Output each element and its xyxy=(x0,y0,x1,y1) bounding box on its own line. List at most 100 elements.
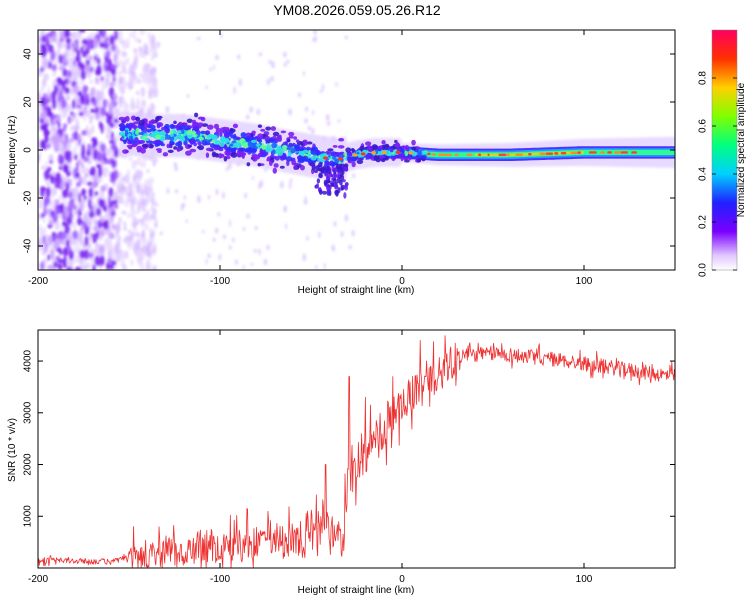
spectrogram-band-blob xyxy=(212,135,218,141)
spectrogram-faint-dot xyxy=(283,206,285,213)
spectrogram-faint-dot xyxy=(121,201,124,204)
spectrogram-faint-dot xyxy=(315,265,317,269)
y-tick-label: -40 xyxy=(23,238,34,253)
spectrogram-scatter-blob xyxy=(67,191,72,198)
spectrogram-band-blob xyxy=(196,139,200,142)
spectrogram-scatter-blob xyxy=(43,235,46,244)
spectrogram-band-blob xyxy=(380,155,384,158)
spectrogram-faint-dot xyxy=(215,228,219,234)
spectrogram-haze-speck xyxy=(154,222,157,229)
spectrogram-faint-dot xyxy=(244,193,247,199)
spectrogram-scatter-blob xyxy=(102,43,105,48)
spectrogram-scatter-blob xyxy=(60,231,66,239)
spectrogram-band-blob xyxy=(159,132,164,136)
spectrogram-band-blob xyxy=(138,132,143,135)
spectrogram-band-blob xyxy=(293,165,297,170)
spectrogram-tail-blob xyxy=(318,173,323,178)
spectrogram-faint-dot xyxy=(254,226,257,230)
spectrogram-faint-dot xyxy=(215,55,219,60)
spectrogram-faint-dot xyxy=(155,158,157,163)
spectrogram-peak-mark xyxy=(432,153,436,155)
spectrogram-haze-speck xyxy=(100,91,104,100)
spectrogram-band-blob xyxy=(333,152,339,157)
spectrogram-band-blob xyxy=(206,148,212,152)
chart-title: YM08.2026.059.05.26.R12 xyxy=(273,2,441,18)
spectrogram-faint-dot xyxy=(280,181,284,188)
spectrogram-faint-dot xyxy=(243,227,246,231)
spectrogram-tail-blob xyxy=(318,162,323,167)
spectrogram-haze-speck xyxy=(42,80,46,87)
spectrogram-tail-blob xyxy=(337,172,340,178)
spectrogram-scatter-blob xyxy=(114,204,118,209)
spectrogram-band-blob xyxy=(123,139,127,144)
spectrogram-band-blob xyxy=(120,128,125,131)
spectrogram-band-blob xyxy=(262,151,268,155)
spectrogram-band-blob xyxy=(163,152,168,156)
spectrogram-band-blob xyxy=(267,140,271,143)
spectrogram-scatter-blob xyxy=(109,102,114,111)
spectrogram-scatter-blob xyxy=(64,150,70,160)
spectrogram-scatter-blob xyxy=(72,230,78,239)
spectrogram-scatter-blob xyxy=(60,250,63,255)
spectrogram-haze-speck xyxy=(49,156,54,160)
spectrogram-tail-blob xyxy=(324,180,327,186)
spectrogram-band-blob xyxy=(131,115,136,120)
spectrogram-peak-mark xyxy=(614,151,621,153)
spectrogram-peak-mark xyxy=(589,151,597,153)
spectrogram-faint-dot xyxy=(326,114,330,121)
spectrogram-scatter-blob xyxy=(57,114,61,123)
spectrogram-scatter-blob xyxy=(47,143,50,148)
spectrogram-haze-speck xyxy=(119,249,123,260)
spectrogram-band-blob xyxy=(384,144,389,148)
spectrogram-faint-dot xyxy=(228,163,232,169)
spectrogram-haze-speck xyxy=(116,222,121,231)
spectrogram-band-blob xyxy=(190,140,194,145)
snr-x-axis-label: Height of straight line (km) xyxy=(298,585,415,596)
spectrogram-band-blob xyxy=(401,148,405,153)
spectrogram-band-blob xyxy=(189,149,196,153)
spectrogram-peak-mark xyxy=(455,154,459,156)
spectrogram-faint-dot xyxy=(344,36,348,39)
spectrogram-band-blob xyxy=(282,145,287,150)
spectrogram-scatter-blob xyxy=(40,186,46,191)
spectrogram-band-blob xyxy=(238,147,244,151)
spectrogram-faint-dot xyxy=(187,94,190,97)
spectrogram-scatter-blob xyxy=(112,76,115,82)
spectrogram-band-blob xyxy=(265,136,270,139)
y-tick-label: -20 xyxy=(23,190,34,205)
spectrogram-scatter-blob xyxy=(89,211,95,218)
spectrogram-faint-dot xyxy=(268,60,271,65)
spectrogram-haze-speck xyxy=(129,32,132,38)
spectrogram-scatter-blob xyxy=(48,236,53,245)
spectrogram-scatter-blob xyxy=(93,38,99,48)
spectrogram-haze-speck xyxy=(147,32,150,39)
spectrogram-scatter-blob xyxy=(109,35,115,45)
spectrogram-band-blob xyxy=(333,145,338,148)
colorbar-tick-label: 0.4 xyxy=(698,167,709,181)
spectrogram-panel: -200-1000100-40-2002040 Height of straig… xyxy=(7,25,675,296)
spectrogram-haze-speck xyxy=(127,169,131,178)
spectrogram-haze-speck xyxy=(73,71,78,80)
spectrogram-faint-dot xyxy=(322,84,324,90)
spectrogram-haze-speck xyxy=(132,61,138,70)
spectrogram-scatter-blob xyxy=(82,39,88,45)
spectrogram-haze-speck xyxy=(135,209,140,214)
spectrogram-band-blob xyxy=(251,154,257,158)
x-tick-label: 0 xyxy=(399,574,405,585)
spectrogram-band-blob xyxy=(298,156,303,162)
spectrogram-peak-mark xyxy=(528,153,531,155)
spectrogram-scatter-blob xyxy=(50,249,55,260)
spectrogram-band-blob xyxy=(397,148,401,151)
spectrogram-peak-mark xyxy=(631,151,637,153)
spectrogram-scatter-blob xyxy=(100,218,105,222)
spectrogram-scatter-blob xyxy=(63,59,67,65)
spectrogram-haze-speck xyxy=(141,198,147,205)
spectrogram-haze-speck xyxy=(148,252,153,258)
spectrogram-scatter-blob xyxy=(112,159,115,169)
spectrogram-scatter-blob xyxy=(58,205,63,209)
spectrogram-haze-speck xyxy=(96,90,99,101)
spectrogram-scatter-blob xyxy=(69,213,72,220)
spectrogram-band-blob xyxy=(177,147,181,152)
spectrogram-band-blob xyxy=(300,165,305,170)
spectrogram-band-blob xyxy=(189,125,193,128)
